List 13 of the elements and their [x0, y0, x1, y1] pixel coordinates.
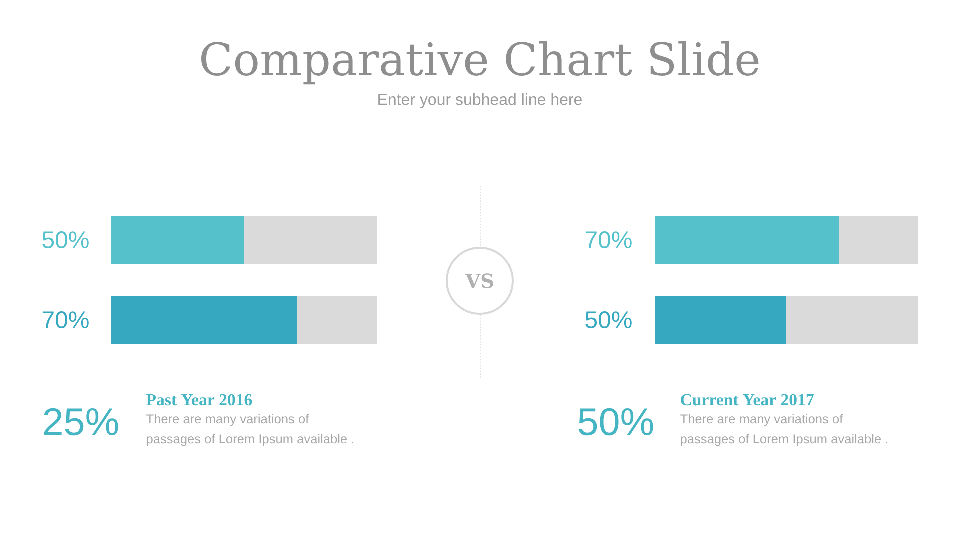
- data-label: 50%: [586, 311, 632, 328]
- text: VS: [465, 274, 494, 288]
- data-label: 50%: [42, 231, 89, 248]
- text: 50%: [578, 408, 654, 436]
- text: 25%: [44, 408, 118, 436]
- text: Comparative Chart Slide: [202, 41, 759, 85]
- text: Enter your subhead line here: [378, 94, 582, 108]
- text: Current Year 2017: [681, 394, 814, 406]
- data-label: 70%: [586, 231, 632, 248]
- text: Past Year 2016: [146, 394, 252, 406]
- data-label: 70%: [42, 311, 89, 328]
- text: There are many variations of passages of Lorem Ipsum available .: [680, 414, 888, 446]
- text: There are many variations of passages of Lorem Ipsum available .: [146, 414, 354, 446]
